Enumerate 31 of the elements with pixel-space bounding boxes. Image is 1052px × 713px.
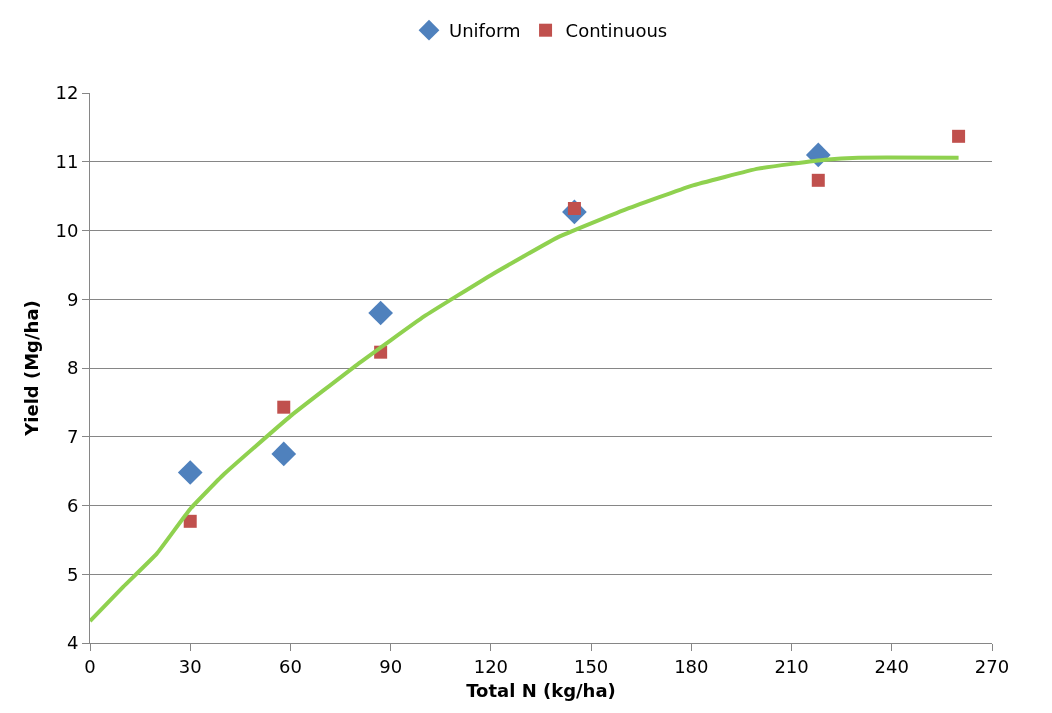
point bbox=[277, 400, 291, 414]
y-axis-title: Yield (Mg/ha) bbox=[20, 300, 42, 437]
point bbox=[177, 460, 203, 485]
line-series bbox=[90, 155, 961, 623]
x-tick-label: 30 bbox=[178, 655, 202, 677]
y-tick-label: 7 bbox=[66, 426, 79, 448]
x-tick-label: 120 bbox=[473, 655, 509, 677]
y-tick-label: 11 bbox=[55, 151, 79, 173]
point bbox=[271, 441, 297, 467]
x-tick-label: 210 bbox=[774, 655, 809, 677]
x-tick-label: 180 bbox=[674, 655, 709, 677]
x-tick-label: 150 bbox=[573, 655, 609, 677]
y-tick-label: 4 bbox=[66, 632, 79, 654]
point bbox=[952, 129, 966, 143]
x-tick-label: 90 bbox=[379, 655, 403, 677]
legend-label: Continuous bbox=[565, 20, 668, 42]
y-tick-label: 10 bbox=[55, 219, 79, 241]
legend-label: Uniform bbox=[449, 20, 521, 42]
point bbox=[368, 300, 393, 326]
y-tick-label: 6 bbox=[66, 494, 79, 516]
y-tick-label: 12 bbox=[55, 82, 79, 104]
point bbox=[183, 514, 197, 528]
x-tick-label: 60 bbox=[278, 655, 302, 677]
x-axis-title: Total N (kg/ha) bbox=[466, 679, 616, 701]
x-tick-label: 0 bbox=[84, 655, 96, 677]
x-tick-label: 240 bbox=[874, 655, 909, 677]
y-tick-label: 8 bbox=[66, 357, 79, 379]
y-tick-label: 5 bbox=[66, 563, 79, 585]
point bbox=[811, 173, 825, 187]
x-tick-label: 270 bbox=[974, 655, 1010, 677]
y-tick-label: 9 bbox=[66, 288, 79, 310]
